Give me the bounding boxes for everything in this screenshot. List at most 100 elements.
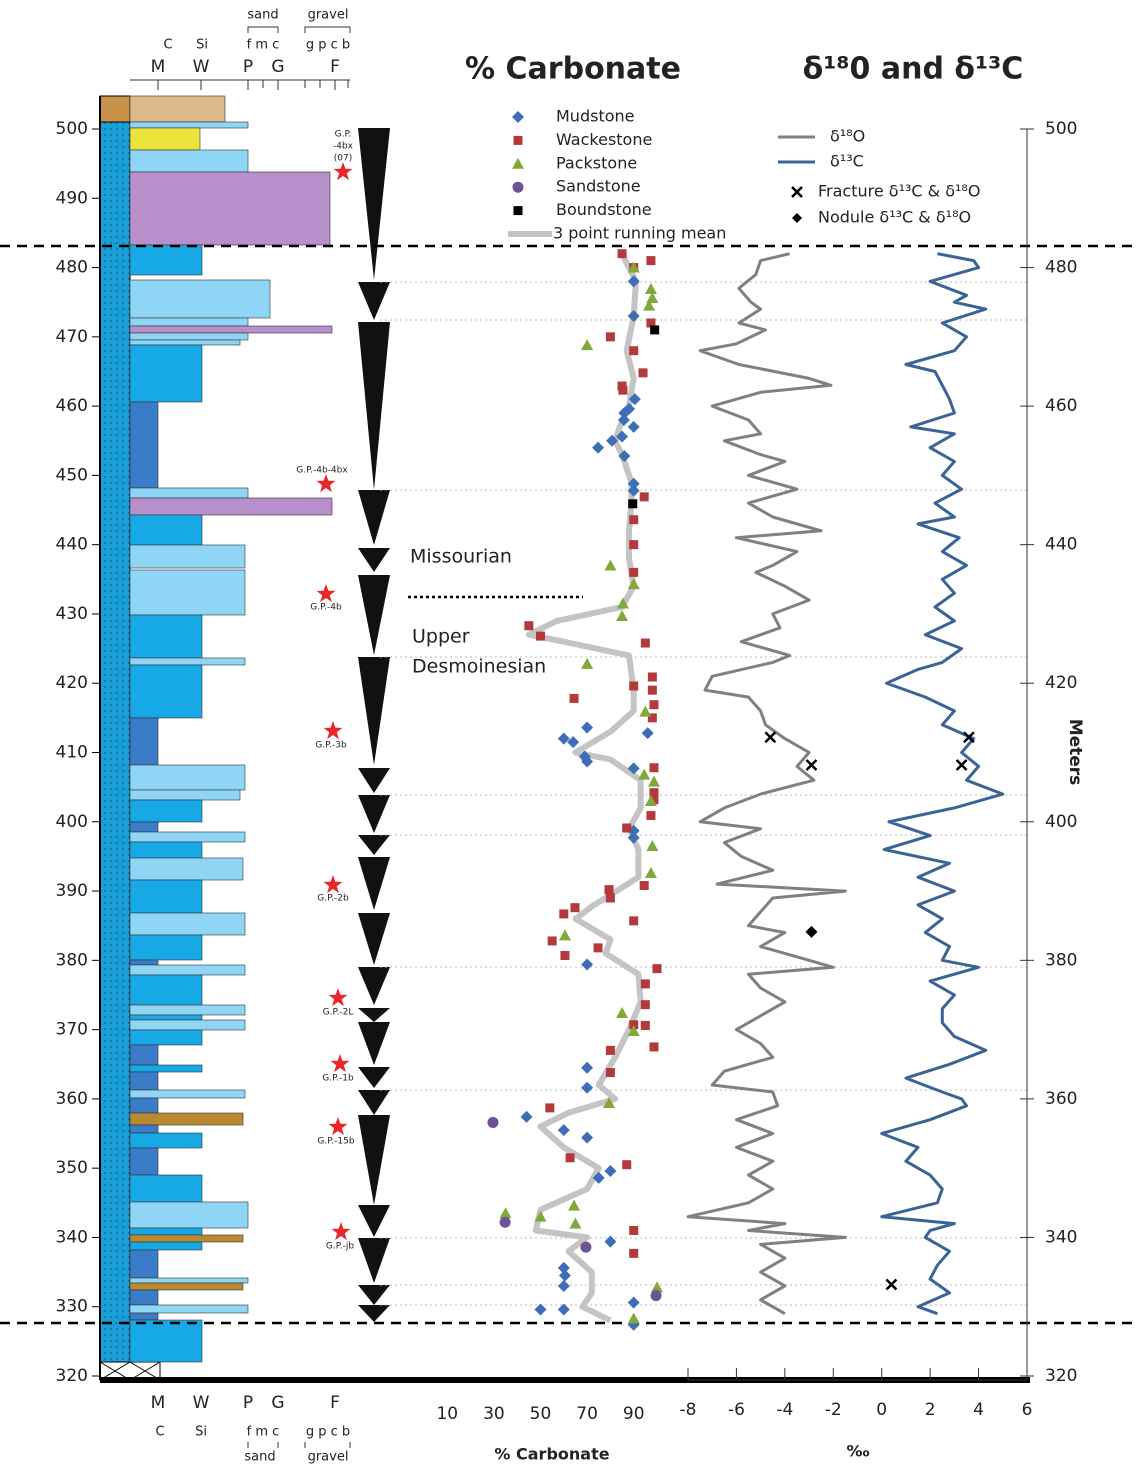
x-tick-label: 4: [973, 1400, 984, 1420]
bed: [130, 1020, 245, 1030]
bed: [130, 1113, 243, 1125]
point: [628, 1297, 640, 1309]
group-label: gravel: [308, 1450, 349, 1465]
point: [622, 1160, 631, 1169]
grain-size: M: [151, 1393, 166, 1413]
legend-label: Wackestone: [556, 130, 652, 149]
panel-title: % Carbonate: [465, 52, 681, 87]
sample-star: [317, 474, 336, 492]
bed: [130, 615, 202, 658]
y2-tick-label: 500: [1045, 119, 1077, 139]
sample-label: G.P.-4b-4bx: [296, 466, 348, 476]
y2-tick-label: 380: [1045, 950, 1077, 970]
point: [580, 1242, 591, 1253]
group-label: sand: [244, 1450, 275, 1465]
y-tick-label: 490: [56, 188, 88, 208]
point: [581, 1062, 593, 1074]
point: [618, 249, 627, 258]
annotation: Desmoinesian: [412, 656, 546, 678]
point: [629, 515, 638, 524]
point: [581, 1132, 593, 1144]
bed: [130, 326, 332, 333]
bed: [130, 1320, 202, 1362]
point: [649, 1042, 658, 1051]
bed: [130, 545, 245, 568]
point: [628, 421, 640, 433]
x-tick-label: 70: [576, 1404, 598, 1424]
grain-size: F: [330, 1393, 340, 1413]
bed: [130, 280, 270, 318]
bed: [130, 842, 202, 858]
point: [487, 1117, 498, 1128]
sample-star: [329, 988, 348, 1006]
point: [628, 578, 640, 589]
group-label: gravel: [308, 8, 349, 23]
y2-tick-label: 440: [1045, 535, 1077, 555]
isotope-axes: [688, 129, 1027, 1380]
x-axis-label: ‰: [846, 1442, 869, 1461]
sample-label: G.P.-2b: [317, 894, 349, 904]
bed: [130, 1045, 158, 1065]
legend-marker: [792, 213, 802, 223]
sample-label: G.P.-4b: [310, 603, 342, 613]
point: [651, 1290, 662, 1301]
point: [500, 1217, 511, 1228]
bed: [130, 1125, 158, 1133]
point: [640, 881, 649, 890]
sub-label: Si: [195, 1425, 207, 1440]
point: [594, 943, 603, 952]
y-tick-label: 370: [56, 1020, 88, 1040]
y-tick-label: 450: [56, 465, 88, 485]
y2-tick-label: 460: [1045, 396, 1077, 416]
y-tick-label: 420: [56, 673, 88, 693]
series-line: [882, 254, 1003, 1314]
y2-tick-label: 400: [1045, 812, 1077, 832]
bed: [130, 150, 248, 172]
sample-star: [332, 1222, 351, 1240]
bed: [130, 665, 202, 718]
point: [649, 763, 658, 772]
grain-size: P: [243, 1393, 253, 1413]
point: [616, 610, 628, 621]
sample-star: [324, 875, 343, 893]
point: [570, 694, 579, 703]
bed: [130, 765, 245, 790]
point: [581, 1082, 593, 1094]
point: [558, 1124, 570, 1136]
point: [639, 368, 648, 377]
y-tick-label: 500: [56, 119, 88, 139]
x-tick-label: 0: [876, 1400, 887, 1420]
bed: [130, 800, 202, 822]
y-tick-label: 410: [56, 743, 88, 763]
annotation: Missourian: [410, 546, 512, 568]
bed: [130, 172, 330, 245]
point: [559, 909, 568, 918]
bed: [130, 1005, 245, 1015]
point: [605, 885, 614, 894]
point: [629, 1249, 638, 1258]
bed: [130, 128, 200, 150]
bed: [130, 488, 248, 498]
bed: [130, 658, 245, 665]
point: [957, 760, 967, 770]
bed: [130, 965, 245, 975]
x-tick-label: 2: [925, 1400, 936, 1420]
bed: [130, 318, 248, 326]
legend-marker: [512, 111, 524, 123]
x-tick-label: -4: [776, 1400, 793, 1420]
bed: [130, 1250, 158, 1278]
bed: [130, 345, 202, 402]
sub-label: g p c b: [306, 38, 350, 53]
sub-label: f m c: [247, 1425, 280, 1440]
legend-label: δ¹⁸O: [830, 127, 865, 146]
point: [765, 732, 775, 742]
y-tick-label: 400: [56, 812, 88, 832]
point: [641, 979, 650, 988]
legend-label: δ¹³C: [830, 152, 864, 171]
legend-marker: [514, 206, 523, 215]
point: [628, 499, 637, 508]
bed: [130, 975, 202, 1005]
point: [622, 824, 631, 833]
point: [618, 386, 627, 395]
y-tick-label: 480: [56, 258, 88, 278]
